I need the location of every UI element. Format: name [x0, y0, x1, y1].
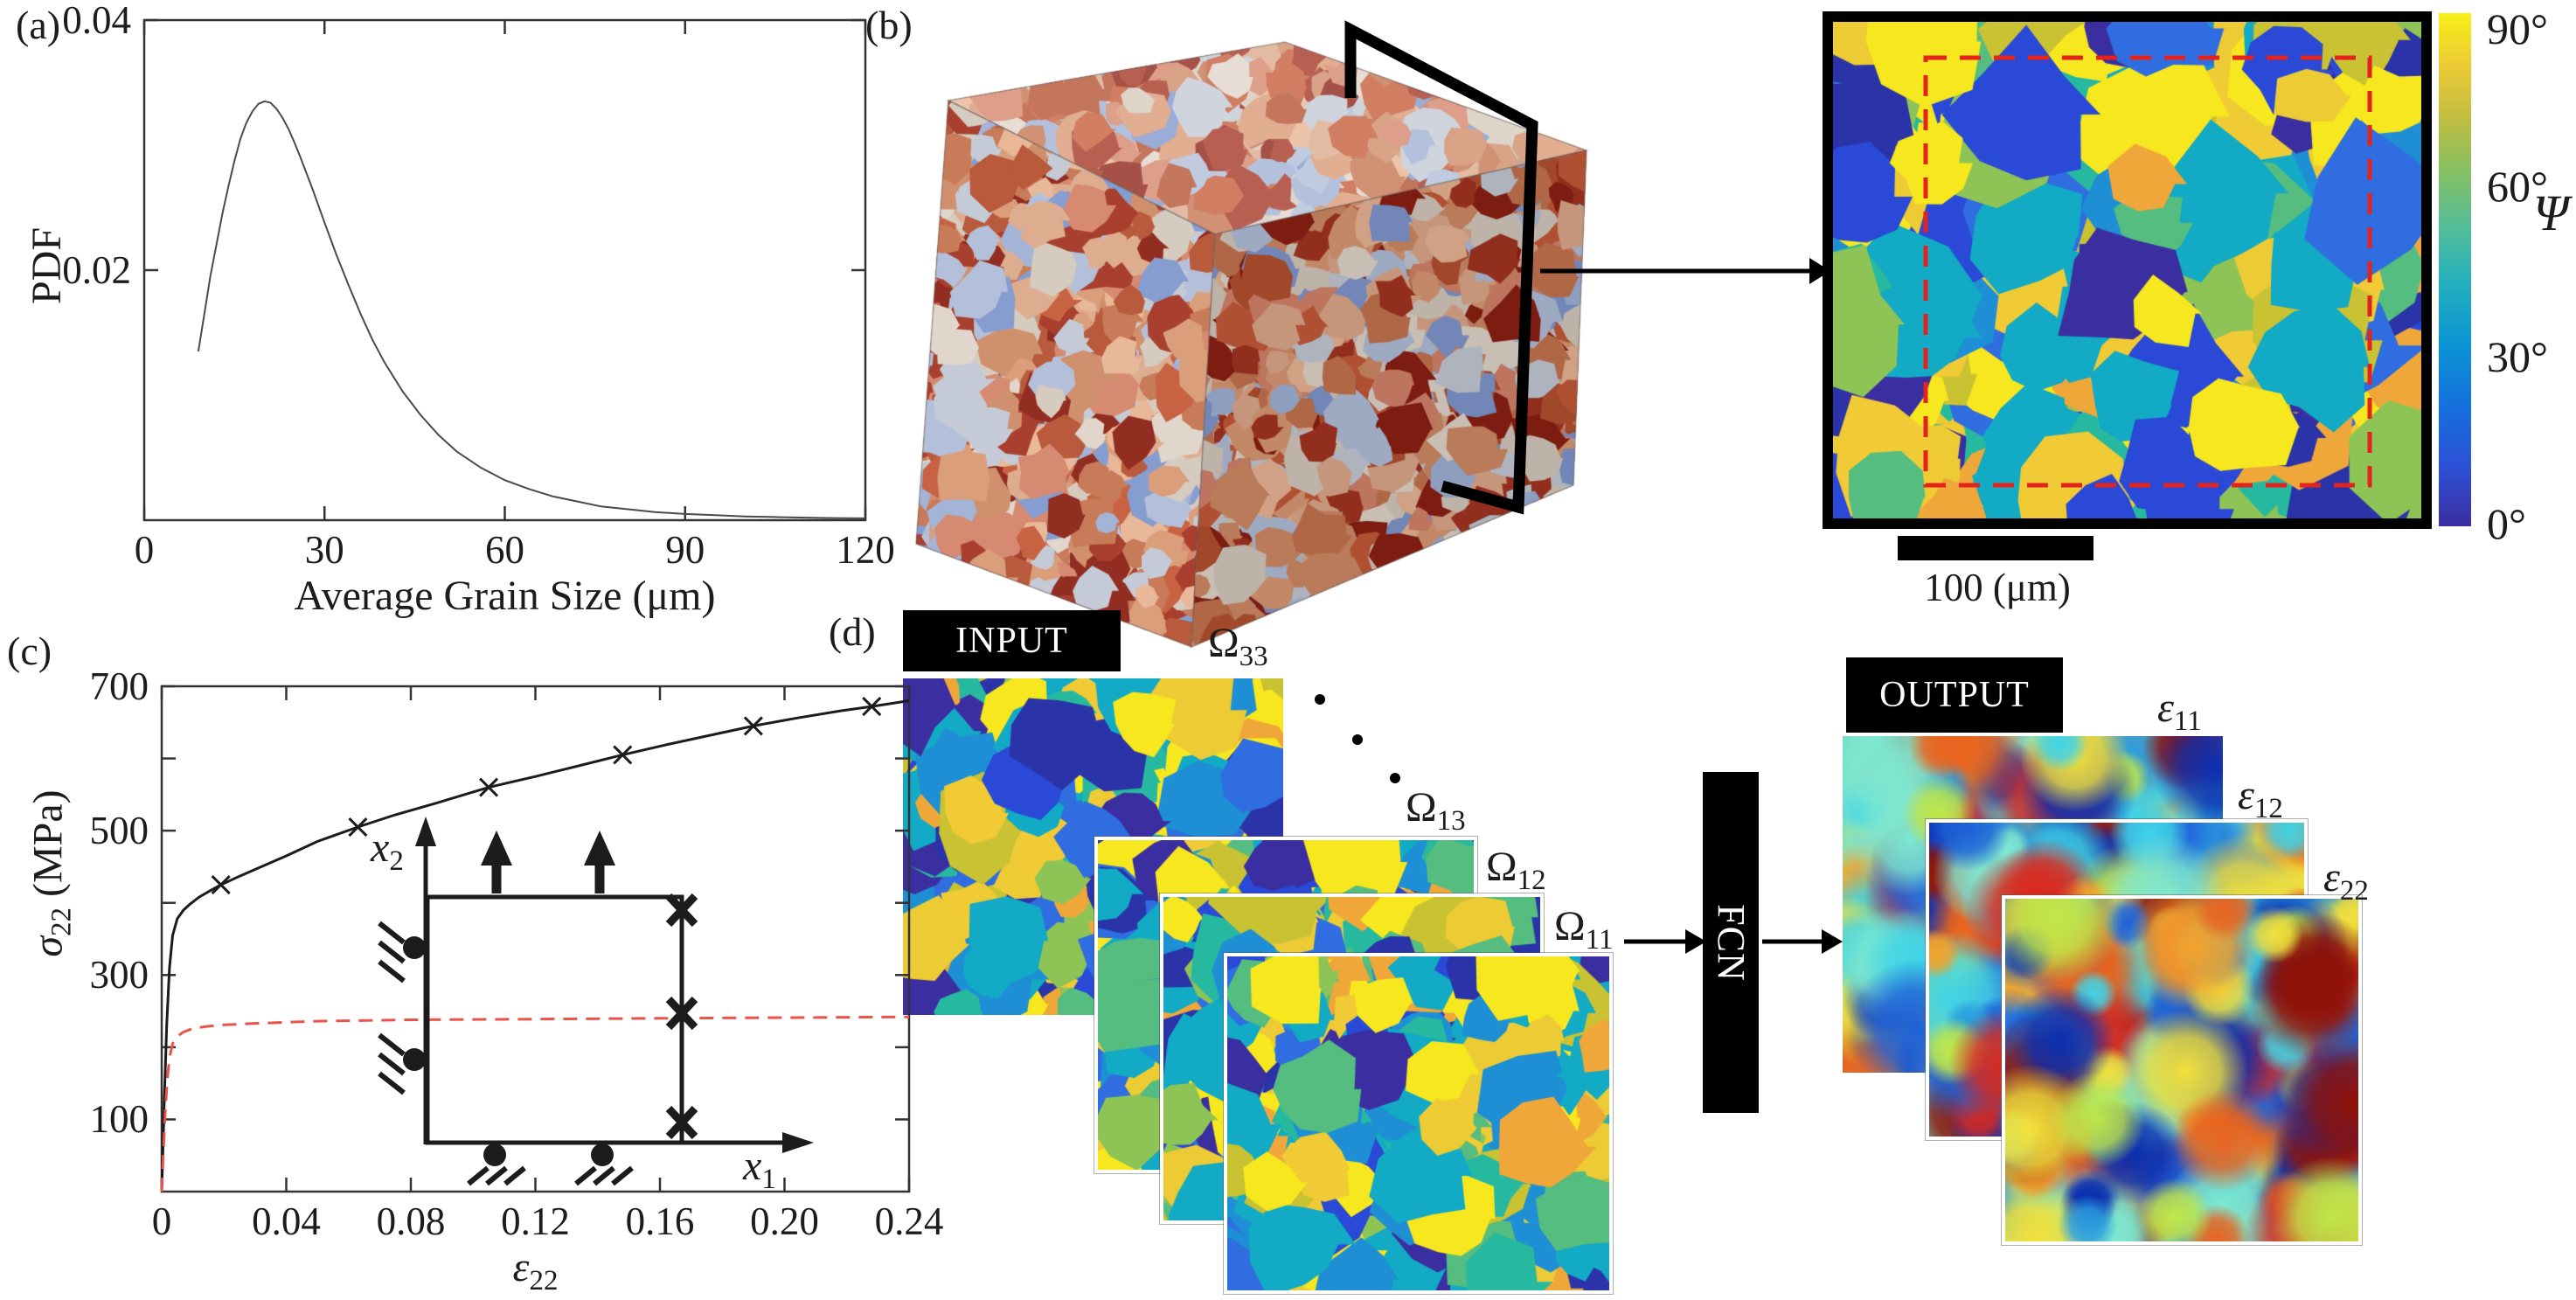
- output-box: OUTPUT: [1846, 657, 2063, 733]
- tick-label: 30: [304, 528, 344, 572]
- inset-x2-label: x2: [371, 824, 404, 876]
- sigma-symbol: σ: [24, 935, 72, 957]
- tick-label: 0.24: [874, 1199, 944, 1243]
- orientation-slice-map: [1833, 22, 2421, 518]
- omega13-subscript: 13: [1436, 805, 1466, 837]
- omega13-label: Ω13: [1406, 784, 1466, 836]
- tick-label: 120: [836, 528, 895, 572]
- omega-symbol: Ω: [1554, 903, 1586, 949]
- pdf-x-axis-label: Average Grain Size (μm): [294, 573, 716, 619]
- eps22-subscript: 22: [2339, 875, 2369, 907]
- tick-label: 0.16: [625, 1199, 695, 1243]
- epsilon-symbol: ε: [2157, 685, 2174, 731]
- x2-symbol: x: [371, 824, 390, 871]
- epsilon-subscript: 22: [529, 1265, 559, 1297]
- panel-tag-d: (d): [829, 609, 876, 654]
- omega-symbol: Ω: [1406, 784, 1437, 831]
- tick-label: 60: [485, 528, 524, 572]
- tick-label: 0.04: [252, 1199, 321, 1243]
- fcn-box: FCN: [1703, 772, 1759, 1113]
- tick-label: 0: [134, 528, 155, 572]
- panel-tag-b: (b): [865, 3, 913, 47]
- psi-symbol: Ψ: [2533, 184, 2569, 241]
- eps11-label: ε11: [2157, 685, 2202, 736]
- strain-x-axis-label: ε22: [162, 1244, 909, 1296]
- eps11-subscript: 11: [2173, 706, 2202, 737]
- epsilon-symbol: ε: [2323, 854, 2340, 900]
- tick-label: 0: [151, 1199, 172, 1243]
- colorbar-label-0: 0°: [2487, 499, 2526, 548]
- sigma-subscript: 22: [45, 907, 78, 936]
- omega12-subscript: 12: [1517, 865, 1546, 896]
- panel-tag-a: (a): [16, 3, 61, 47]
- tick-label: 500: [89, 809, 149, 853]
- tick-label: 0.20: [750, 1199, 819, 1243]
- omega-symbol: Ω: [1208, 620, 1239, 666]
- omega-symbol: Ω: [1486, 844, 1517, 890]
- fcn-label: FCN: [1709, 903, 1753, 982]
- omega33-label: Ω33: [1208, 620, 1268, 671]
- omega11-subscript: 11: [1585, 924, 1614, 956]
- tick-label: 90: [665, 528, 705, 572]
- epsilon-symbol: ε: [2238, 772, 2254, 818]
- inset-x1-label: x1: [743, 1143, 776, 1194]
- panel-tag-c: (c): [7, 629, 52, 673]
- input-map-omega11: [1224, 953, 1613, 1294]
- x1-subscript: 1: [761, 1164, 776, 1195]
- epsilon-symbol: ε: [512, 1244, 530, 1290]
- input-box: INPUT: [903, 610, 1121, 671]
- output-map-eps22: [2002, 895, 2362, 1245]
- tick-label: 300: [89, 953, 149, 998]
- orientation-colorbar: [2439, 13, 2471, 526]
- scale-bar-label: 100 (μm): [1924, 566, 2071, 609]
- eps12-label: ε12: [2238, 772, 2283, 824]
- eps12-subscript: 12: [2253, 793, 2283, 824]
- tick-label: 0.12: [501, 1199, 570, 1243]
- omega33-subscript: 33: [1239, 641, 1268, 672]
- x2-subscript: 2: [389, 845, 404, 877]
- tick-label: 0.08: [376, 1199, 446, 1243]
- tick-label: 0.04: [62, 0, 131, 42]
- colorbar-label-60: 60°: [2487, 162, 2548, 211]
- omega12-label: Ω12: [1486, 844, 1546, 895]
- microstructure-cube-3d: [887, 22, 1595, 651]
- omega11-label: Ω11: [1554, 903, 1613, 955]
- colorbar-label-30: 30°: [2487, 332, 2548, 381]
- colorbar-label-90: 90°: [2487, 4, 2548, 53]
- x1-symbol: x: [743, 1143, 762, 1189]
- eps22-label: ε22: [2323, 854, 2369, 906]
- tick-label: 100: [89, 1097, 149, 1142]
- tick-label: 0.02: [62, 248, 131, 292]
- tick-label: 700: [89, 664, 149, 708]
